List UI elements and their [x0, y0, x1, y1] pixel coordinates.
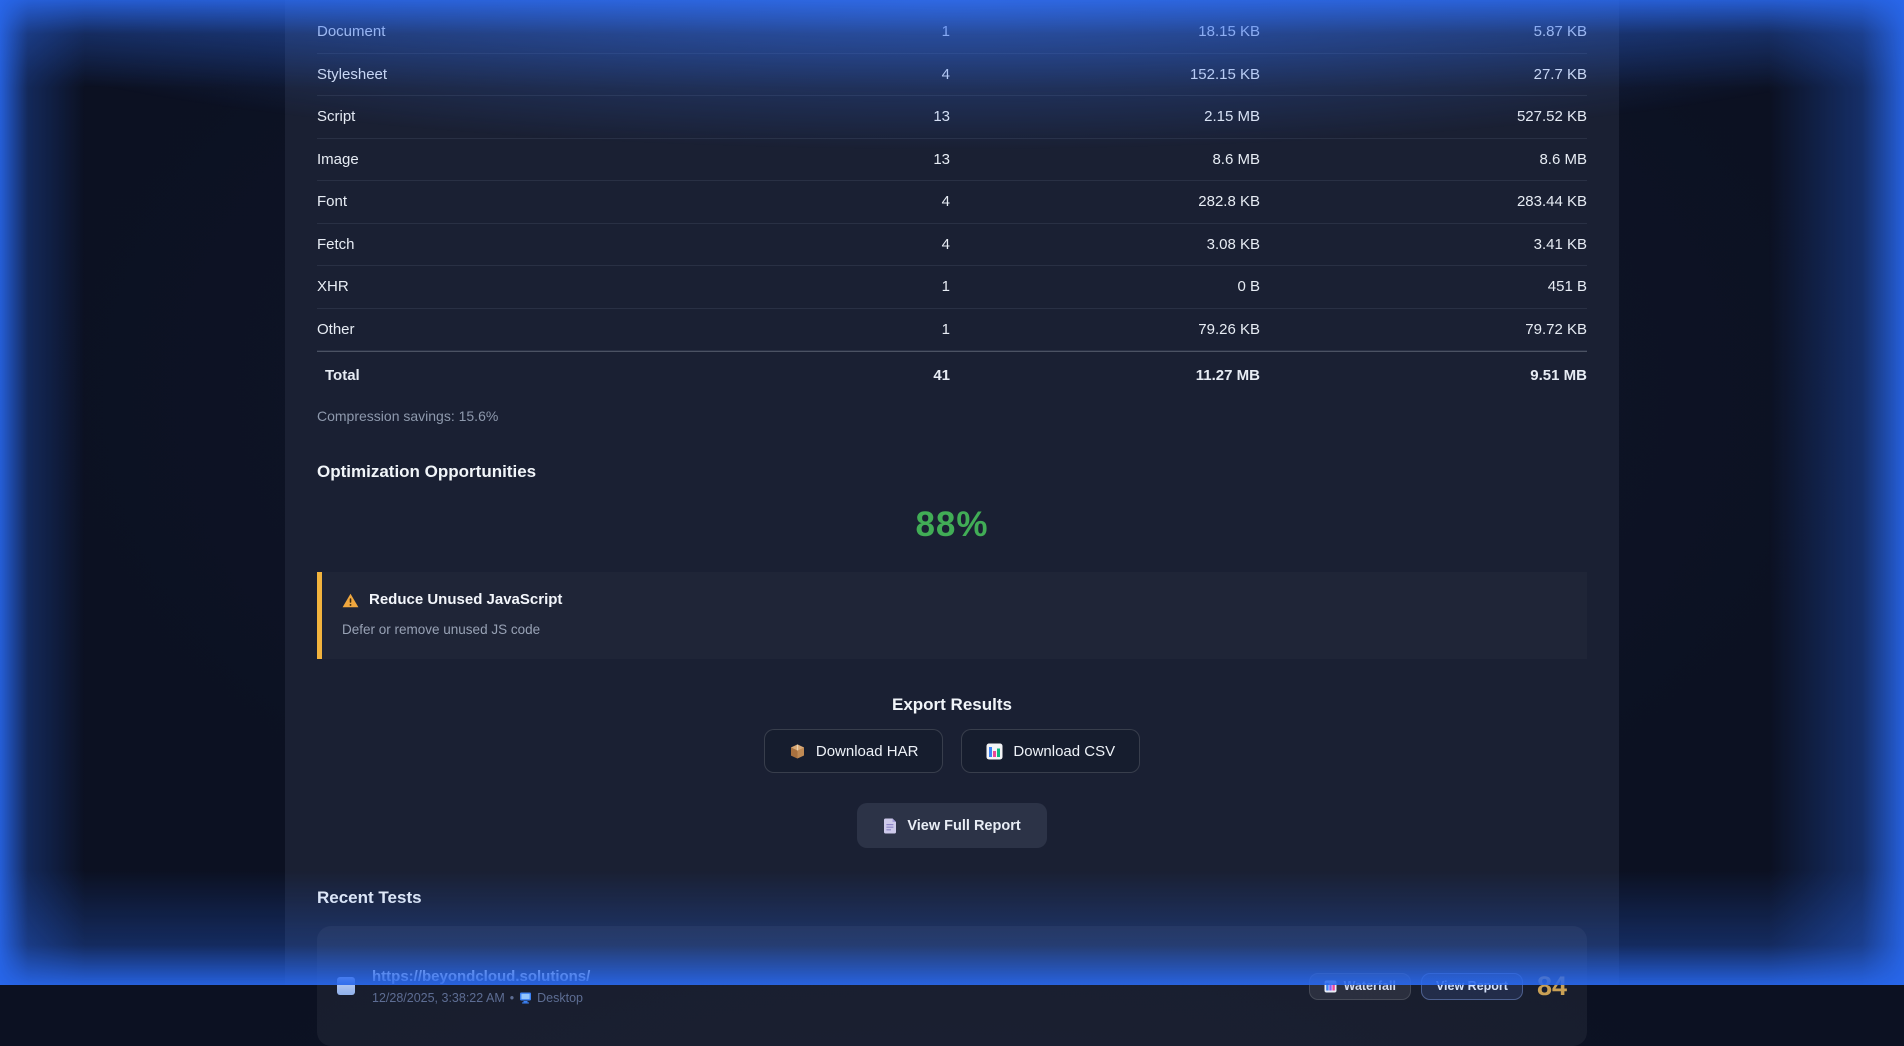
- resource-compressed-size: 27.7 KB: [1260, 66, 1587, 83]
- resource-count: 4: [697, 66, 950, 83]
- download-har-button[interactable]: Download HAR: [764, 729, 944, 773]
- view-full-report-button[interactable]: View Full Report: [857, 803, 1046, 848]
- warning-icon: [342, 593, 359, 608]
- download-har-label: Download HAR: [816, 743, 919, 760]
- export-heading: Export Results: [317, 693, 1587, 717]
- resource-size: 2.15 MB: [950, 108, 1260, 125]
- resource-count: 4: [697, 193, 950, 210]
- compression-savings-text: Compression savings: 15.6%: [317, 408, 1587, 424]
- test-meta: 12/28/2025, 3:38:22 AM • Desktop: [372, 990, 590, 1006]
- resource-count: 1: [697, 278, 950, 295]
- download-csv-label: Download CSV: [1013, 743, 1115, 760]
- total-size: 11.27 MB: [950, 367, 1260, 384]
- view-report-button[interactable]: View Report: [1421, 973, 1523, 1000]
- resource-type: Font: [317, 193, 697, 210]
- warning-description: Defer or remove unused JS code: [342, 621, 1567, 639]
- package-icon: [789, 743, 806, 760]
- warning-card: Reduce Unused JavaScript Defer or remove…: [317, 572, 1587, 659]
- main-content-panel: Document 1 18.15 KB 5.87 KB Stylesheet 4…: [285, 0, 1619, 985]
- table-total-row: Total 41 11.27 MB 9.51 MB: [317, 351, 1587, 399]
- desktop-icon: [519, 992, 532, 1004]
- resource-compressed-size: 451 B: [1260, 278, 1587, 295]
- view-full-report-label: View Full Report: [907, 818, 1020, 834]
- resource-type: Image: [317, 151, 697, 168]
- resource-size: 18.15 KB: [950, 23, 1260, 40]
- table-row: Script 13 2.15 MB 527.52 KB: [317, 96, 1587, 139]
- test-device: Desktop: [537, 990, 583, 1006]
- table-row: Document 1 18.15 KB 5.87 KB: [317, 11, 1587, 54]
- resource-size: 282.8 KB: [950, 193, 1260, 210]
- total-count: 41: [697, 367, 950, 384]
- document-icon: [883, 818, 897, 834]
- resource-size: 8.6 MB: [950, 151, 1260, 168]
- resource-size: 0 B: [950, 278, 1260, 295]
- resource-count: 1: [697, 23, 950, 40]
- test-select-checkbox[interactable]: [337, 977, 355, 995]
- resource-type: Stylesheet: [317, 66, 697, 83]
- resource-count: 13: [697, 108, 950, 125]
- resource-compressed-size: 79.72 KB: [1260, 321, 1587, 338]
- resource-compressed-size: 3.41 KB: [1260, 236, 1587, 253]
- resource-count: 4: [697, 236, 950, 253]
- total-label: Total: [317, 367, 697, 384]
- waterfall-button[interactable]: Waterfall: [1309, 973, 1411, 1000]
- waterfall-chart-icon: [1324, 980, 1337, 993]
- resource-type: XHR: [317, 278, 697, 295]
- warning-title: Reduce Unused JavaScript: [369, 589, 562, 611]
- table-row: Fetch 4 3.08 KB 3.41 KB: [317, 224, 1587, 267]
- meta-separator: •: [510, 990, 514, 1006]
- resource-type: Other: [317, 321, 697, 338]
- resource-compressed-size: 5.87 KB: [1260, 23, 1587, 40]
- optimization-heading: Optimization Opportunities: [317, 460, 1587, 484]
- resource-compressed-size: 283.44 KB: [1260, 193, 1587, 210]
- download-csv-button[interactable]: Download CSV: [961, 729, 1140, 773]
- recent-tests-heading: Recent Tests: [317, 886, 1587, 910]
- recent-test-card: https://beyondcloud.solutions/ 12/28/202…: [317, 926, 1587, 1046]
- table-row: Stylesheet 4 152.15 KB 27.7 KB: [317, 54, 1587, 97]
- resource-type: Script: [317, 108, 697, 125]
- resource-size: 152.15 KB: [950, 66, 1260, 83]
- table-row: Font 4 282.8 KB 283.44 KB: [317, 181, 1587, 224]
- view-report-label: View Report: [1436, 979, 1508, 993]
- waterfall-label: Waterfall: [1344, 979, 1396, 993]
- resource-compressed-size: 527.52 KB: [1260, 108, 1587, 125]
- optimization-score: 88%: [317, 504, 1587, 546]
- resource-count: 1: [697, 321, 950, 338]
- bar-chart-icon: [986, 743, 1003, 760]
- resource-count: 13: [697, 151, 950, 168]
- resource-type: Fetch: [317, 236, 697, 253]
- resource-size: 3.08 KB: [950, 236, 1260, 253]
- resource-type: Document: [317, 23, 697, 40]
- table-row: Image 13 8.6 MB 8.6 MB: [317, 139, 1587, 182]
- test-timestamp: 12/28/2025, 3:38:22 AM: [372, 990, 505, 1006]
- test-score-badge: 84: [1537, 971, 1567, 1002]
- total-compressed-size: 9.51 MB: [1260, 367, 1587, 384]
- resource-breakdown-table: Document 1 18.15 KB 5.87 KB Stylesheet 4…: [317, 11, 1587, 399]
- resource-size: 79.26 KB: [950, 321, 1260, 338]
- resource-compressed-size: 8.6 MB: [1260, 151, 1587, 168]
- table-row: Other 1 79.26 KB 79.72 KB: [317, 309, 1587, 352]
- test-url[interactable]: https://beyondcloud.solutions/: [372, 967, 590, 987]
- table-row: XHR 1 0 B 451 B: [317, 266, 1587, 309]
